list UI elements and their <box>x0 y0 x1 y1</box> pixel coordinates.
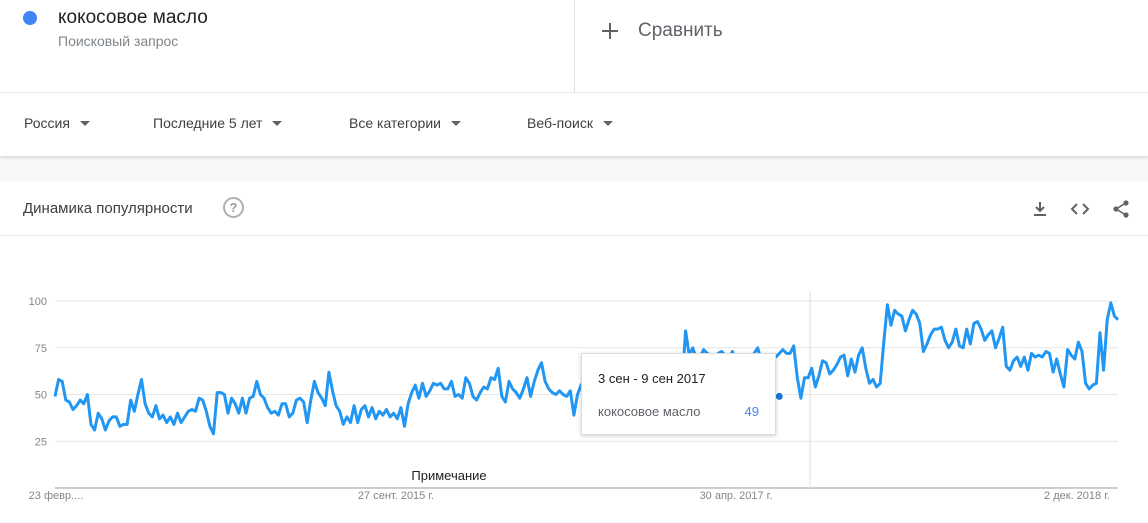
note-label[interactable]: Примечание <box>411 468 486 483</box>
download-icon[interactable] <box>1029 198 1051 220</box>
y-tick-label: 50 <box>35 390 47 402</box>
period-dropdown-label: Последние 5 лет <box>153 115 263 131</box>
x-tick-label: 2 дек. 2018 г. <box>1044 490 1110 502</box>
compare-label: Сравнить <box>638 20 723 41</box>
compare-button[interactable]: Сравнить <box>600 18 723 44</box>
x-tick-label: 27 сент. 2015 г. <box>358 490 434 502</box>
chevron-down-icon <box>272 120 283 126</box>
period-dropdown[interactable]: Последние 5 лет <box>153 115 283 131</box>
region-dropdown-label: Россия <box>24 115 70 131</box>
share-icon[interactable] <box>1110 198 1132 220</box>
interest-over-time-card: Динамика популярности ? 25 50 75 100 23 февр… <box>0 181 1148 523</box>
card-header: Динамика популярности ? <box>0 181 1148 236</box>
embed-icon[interactable] <box>1069 198 1091 220</box>
y-tick-label: 25 <box>35 436 47 448</box>
category-dropdown[interactable]: Все категории <box>349 115 461 131</box>
y-tick-label: 75 <box>35 343 47 355</box>
search-term-row: кокосовое масло Поисковый запрос Сравнит… <box>0 0 1148 92</box>
region-dropdown[interactable]: Россия <box>24 115 90 131</box>
y-tick-label: 100 <box>29 296 47 308</box>
chevron-down-icon <box>602 120 613 126</box>
tooltip-date: 3 сен - 9 сен 2017 <box>598 371 706 386</box>
search-type-dropdown-label: Веб-поиск <box>527 115 593 131</box>
data-tooltip: 3 сен - 9 сен 2017 кокосовое масло 49 <box>581 353 776 435</box>
chevron-down-icon <box>79 120 90 126</box>
interest-chart[interactable]: 25 50 75 100 23 февр.... 27 сент. 2015 г. 30 а… <box>0 236 1148 523</box>
chevron-down-icon <box>450 120 461 126</box>
search-term-card[interactable]: кокосовое масло Поисковый запрос <box>0 0 575 92</box>
card-title: Динамика популярности <box>23 200 193 217</box>
help-icon[interactable]: ? <box>223 197 244 218</box>
series-color-dot <box>23 11 37 25</box>
search-type-dropdown[interactable]: Веб-поиск <box>527 115 613 131</box>
plus-icon <box>600 21 620 41</box>
category-dropdown-label: Все категории <box>349 115 441 131</box>
search-term-type: Поисковый запрос <box>58 33 179 49</box>
hover-point[interactable] <box>774 391 784 401</box>
tooltip-term: кокосовое масло <box>598 404 701 419</box>
tooltip-value: 49 <box>744 404 759 419</box>
filter-bar: Россия Последние 5 лет Все категории Веб… <box>0 92 1148 156</box>
x-tick-label: 30 апр. 2017 г. <box>700 490 773 502</box>
search-term-name[interactable]: кокосовое масло <box>58 7 208 28</box>
x-tick-label: 23 февр.... <box>29 490 84 502</box>
